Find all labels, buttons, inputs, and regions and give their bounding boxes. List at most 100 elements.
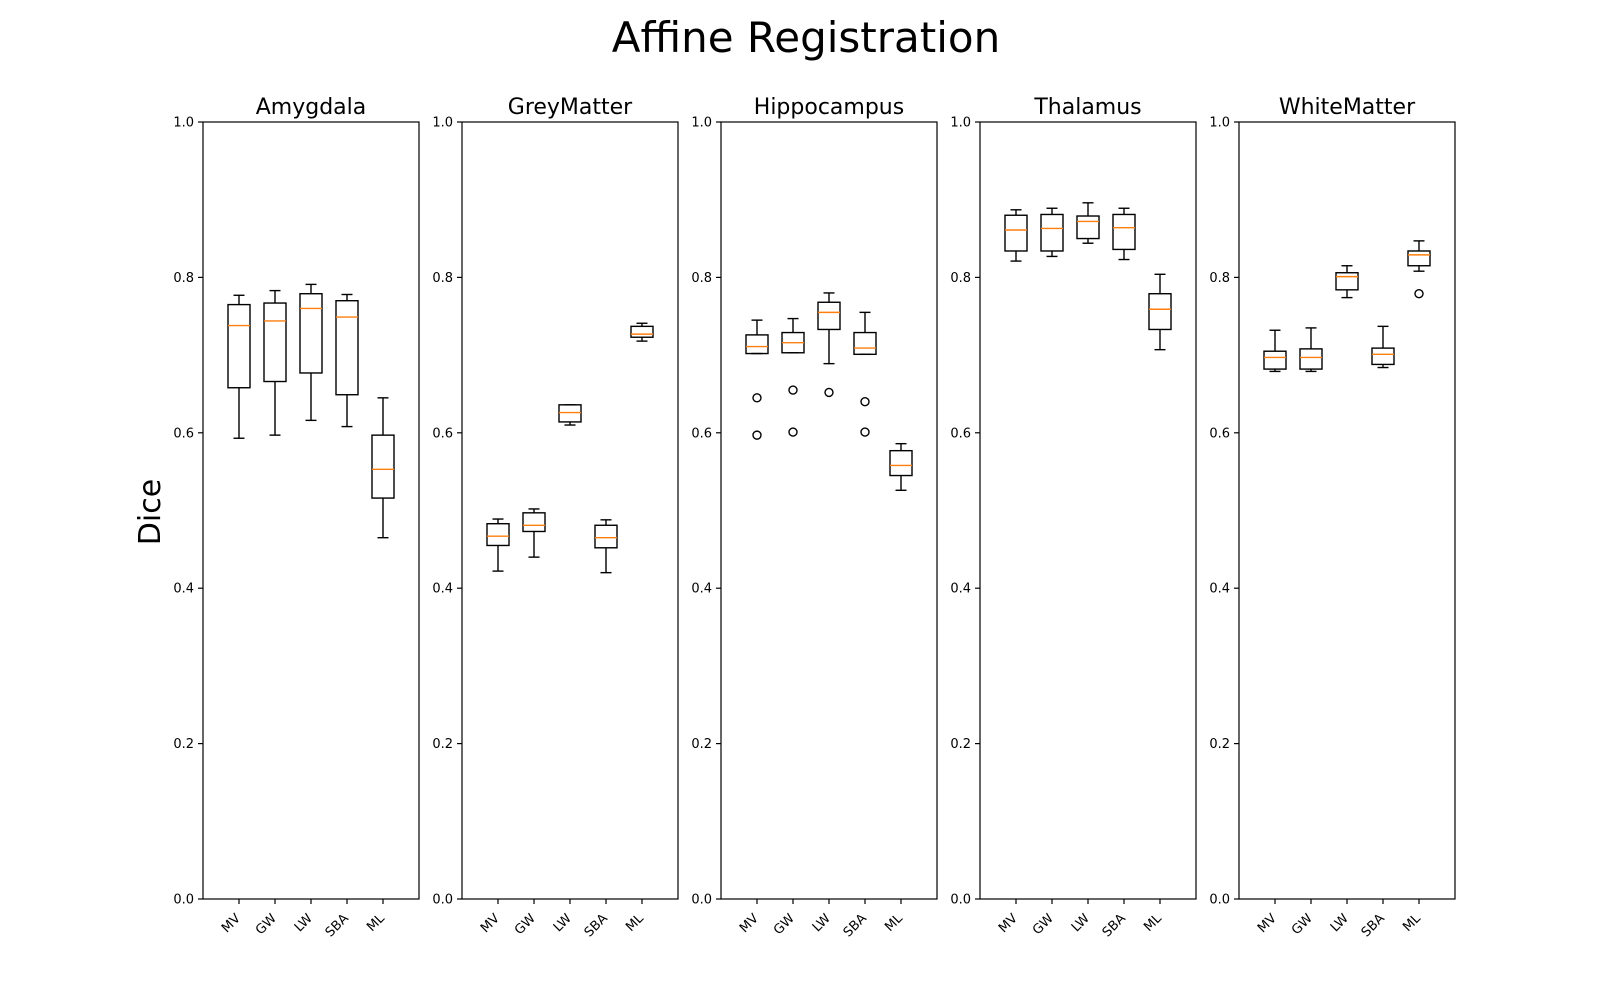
outlier-point <box>824 387 834 398</box>
panel-frame <box>202 121 420 900</box>
y-tick-label: 0.4 <box>950 582 971 597</box>
iqr-box <box>1040 213 1064 252</box>
y-tick-label: 0.6 <box>432 426 453 441</box>
box-mv <box>486 518 510 572</box>
y-tick-label: 0.4 <box>432 582 453 597</box>
x-tick-label: LW <box>1069 911 1093 935</box>
y-axis-label: Dice <box>133 479 168 545</box>
y-tick-label: 1.0 <box>173 116 194 131</box>
box-gw <box>1299 327 1323 373</box>
y-tick-label: 0.8 <box>173 271 194 286</box>
box-gw <box>1040 207 1064 258</box>
y-tick-label: 0.8 <box>1209 271 1230 286</box>
iqr-box <box>630 325 654 338</box>
x-tick-label: MV <box>219 911 244 936</box>
y-tick-label: 0.8 <box>950 271 971 286</box>
x-tick-label: LW <box>292 911 316 935</box>
box-ml <box>889 442 913 491</box>
y-tick-label: 1.0 <box>432 116 453 131</box>
panel-frame <box>720 121 938 900</box>
iqr-box <box>1371 347 1395 366</box>
y-tick-label: 0.6 <box>691 426 712 441</box>
y-tick-label: 1.0 <box>691 116 712 131</box>
x-tick-label: GW <box>512 911 539 938</box>
iqr-box <box>335 300 359 396</box>
panel-title: WhiteMatter <box>1279 95 1416 120</box>
x-tick-label: LW <box>810 911 834 935</box>
iqr-box <box>1407 250 1431 267</box>
box-lw <box>1076 202 1100 244</box>
x-tick-label: LW <box>1328 911 1352 935</box>
y-tick-label: 0.6 <box>1209 426 1230 441</box>
panel-title: Thalamus <box>1033 95 1141 120</box>
iqr-box <box>594 524 618 549</box>
iqr-box <box>1148 293 1172 331</box>
y-tick-label: 0.2 <box>432 737 453 752</box>
outlier-point <box>860 397 870 407</box>
box-gw <box>522 508 546 558</box>
box-ml <box>1148 273 1172 351</box>
iqr-box <box>817 301 841 331</box>
panel-whitematter: WhiteMatter 0.0 0.2 0.4 0.6 0.8 1.0 MV GW LW SBA ML <box>1209 95 1456 940</box>
panel-greymatter: GreyMatter 0.0 0.2 0.4 0.6 0.8 1.0 MV GW LW SBA ML <box>432 95 679 940</box>
panel-frame <box>461 121 679 900</box>
x-tick-label: SBA <box>323 911 352 940</box>
outlier-point <box>752 430 762 440</box>
outlier-point <box>860 427 870 437</box>
x-tick-label: SBA <box>1100 911 1129 940</box>
panel-frame <box>1238 121 1456 900</box>
y-tick-label: 0.2 <box>950 737 971 752</box>
outlier-point <box>788 385 798 395</box>
x-tick-label: GW <box>771 911 798 938</box>
outlier-point <box>788 427 798 437</box>
iqr-box <box>1263 350 1287 370</box>
box-sba <box>1371 325 1395 369</box>
y-tick-label: 0.8 <box>691 271 712 286</box>
box-sba <box>594 519 618 574</box>
box-sba <box>335 293 359 428</box>
x-tick-label: GW <box>1289 911 1316 938</box>
y-tick-label: 0.4 <box>691 582 712 597</box>
y-tick-label: 0.0 <box>173 893 194 908</box>
iqr-box <box>1112 213 1136 251</box>
y-tick-label: 0.6 <box>173 426 194 441</box>
y-tick-label: 0.2 <box>691 737 712 752</box>
x-tick-label: MV <box>996 911 1021 936</box>
box-ml <box>630 322 654 342</box>
y-tick-label: 0.0 <box>1209 893 1230 908</box>
box-lw <box>1335 265 1359 299</box>
iqr-box <box>853 331 877 356</box>
box-lw <box>558 404 582 426</box>
box-mv <box>745 319 769 440</box>
panel-title: Amygdala <box>256 95 367 120</box>
box-gw <box>781 317 805 437</box>
iqr-box <box>227 303 251 389</box>
x-tick-label: LW <box>551 911 575 935</box>
iqr-box <box>522 512 546 533</box>
x-tick-label: ML <box>364 911 388 935</box>
iqr-box <box>1076 215 1100 240</box>
y-tick-label: 1.0 <box>1209 116 1230 131</box>
x-tick-label: GW <box>253 911 280 938</box>
panel-thalamus: Thalamus 0.0 0.2 0.4 0.6 0.8 1.0 MV GW LW SBA ML <box>950 95 1197 940</box>
panel-hippocampus: Hippocampus 0.0 0.2 0.4 0.6 0.8 1.0 MV GW LW SBA ML <box>691 95 938 940</box>
iqr-box <box>1004 214 1028 252</box>
box-ml <box>371 397 395 539</box>
y-tick-label: 0.4 <box>173 582 194 597</box>
box-sba <box>1112 207 1136 261</box>
box-gw <box>263 289 287 436</box>
x-tick-label: ML <box>1400 911 1424 935</box>
x-tick-label: MV <box>478 911 503 936</box>
box-sba <box>853 311 877 437</box>
panel-title: Hippocampus <box>754 95 904 120</box>
x-tick-label: ML <box>1141 911 1165 935</box>
iqr-box <box>486 523 510 547</box>
x-tick-label: GW <box>1030 911 1057 938</box>
x-tick-label: MV <box>737 911 762 936</box>
y-tick-label: 0.0 <box>691 893 712 908</box>
figure-title: Affine Registration <box>612 13 1000 62</box>
iqr-box <box>263 302 287 383</box>
y-tick-label: 0.8 <box>432 271 453 286</box>
iqr-box <box>889 449 913 477</box>
